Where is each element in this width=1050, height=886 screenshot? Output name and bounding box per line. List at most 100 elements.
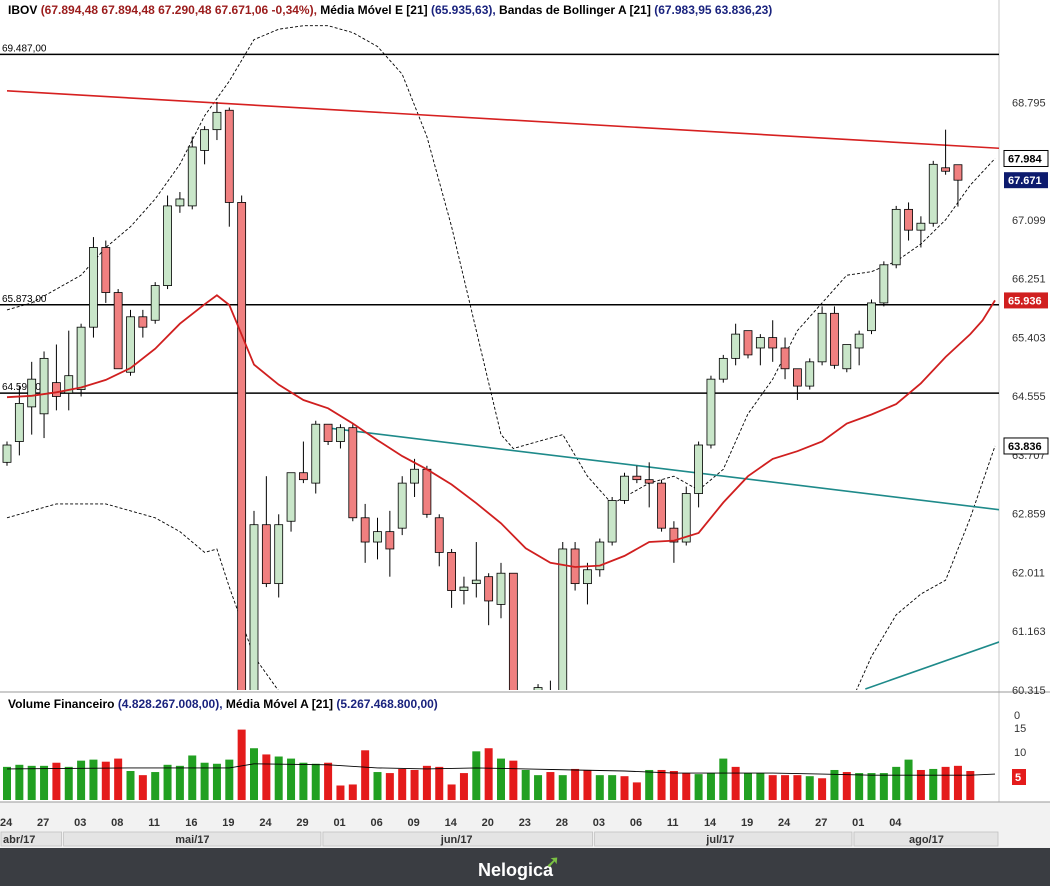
volume-bar-down (682, 773, 691, 800)
volume-bar-down (484, 748, 493, 800)
volume-bar-up (64, 766, 73, 800)
candle-down (484, 576, 494, 602)
day-tick-label: 27 (37, 817, 49, 829)
volume-bar-down (138, 775, 147, 800)
volume-bar-up (744, 773, 752, 800)
day-tick-label: 14 (704, 817, 717, 829)
current-value-label: 67.671 (1008, 175, 1042, 187)
volume-bar-up (299, 762, 308, 800)
brand-mark-icon: ➚ (546, 854, 560, 871)
candle-down (508, 572, 518, 690)
volume-bar-down (793, 775, 802, 800)
day-tick-label: 08 (111, 817, 123, 829)
day-tick-label: 24 (0, 817, 13, 829)
price-tick-label: 64.555 (1012, 391, 1046, 403)
volume-bar-down (620, 776, 629, 800)
candle-up (126, 316, 135, 373)
volume-bar-down (435, 766, 444, 800)
volume-bar-up (188, 755, 197, 800)
current-value-tag (1004, 172, 1048, 189)
day-tick-label: 27 (815, 817, 827, 829)
candle-down (780, 347, 790, 370)
ema21-line (6, 294, 996, 568)
volume-bar-up (77, 760, 86, 800)
horizontal-line-label: 69.487,00 (2, 43, 47, 54)
candle-up (854, 333, 864, 349)
price-tick-label: 62.859 (1012, 509, 1046, 521)
candle-up (620, 475, 629, 501)
volume-bar-down (916, 769, 925, 800)
day-tick-label: 20 (482, 817, 494, 829)
candle-down (657, 482, 666, 529)
candle-down (941, 167, 950, 172)
current-value-label: 67.984 (1008, 153, 1043, 165)
volume-bar-up (40, 765, 49, 800)
month-band (63, 831, 322, 847)
month-band (0, 831, 62, 847)
volume-bar-down (731, 766, 740, 800)
candle-up (891, 208, 901, 266)
candle-down (953, 164, 963, 181)
volume-bar-down (422, 765, 431, 800)
volume-bar-down (669, 771, 678, 800)
volume-bar-up (719, 758, 728, 800)
trendline-teal (325, 426, 999, 511)
volume-bar-down (398, 768, 407, 800)
day-tick-label: 01 (852, 817, 864, 829)
candle-up (39, 357, 49, 415)
volume-bar-up (287, 758, 296, 800)
day-tick-label: 04 (889, 817, 902, 829)
volume-bar-down (781, 775, 790, 800)
candle-down (904, 208, 913, 231)
candle-up (867, 302, 876, 332)
volume-bar-down (768, 775, 777, 800)
day-tick-label: 28 (556, 817, 568, 829)
candle-down (360, 517, 370, 543)
volume-bar-up (534, 775, 543, 800)
volume-bar-up (904, 759, 913, 800)
brand-logo-text: Nelogica (478, 860, 554, 880)
volume-bar-up (558, 775, 567, 800)
volume-bar-up (595, 775, 604, 800)
candle-up (817, 312, 827, 363)
day-tick-label: 16 (185, 817, 197, 829)
volume-bar-up (250, 748, 258, 800)
candle-up (27, 378, 37, 408)
volume-current-tag (1012, 769, 1026, 785)
current-value-label: 65.936 (1008, 295, 1042, 307)
volume-bar-up (89, 759, 98, 800)
candle-up (694, 444, 703, 494)
horizontal-line-label: 64.599,00 (2, 382, 47, 393)
horizontal-line-label: 65.873,00 (2, 294, 47, 305)
day-tick-label: 14 (445, 817, 458, 829)
volume-bar-down (348, 784, 357, 800)
volume-bar-up (15, 764, 24, 800)
candle-up (916, 222, 926, 231)
volume-bar-up (472, 751, 481, 800)
volume-bar-up (867, 773, 876, 800)
candle-up (163, 205, 172, 286)
price-pane: 69.487,00 65.873,00 64.599,00 (0, 25, 999, 719)
bollinger-value: (67.983,95 63.836,23) (654, 3, 773, 17)
volume-bar-down (818, 778, 827, 800)
bollinger-label: Bandas de Bollinger A [21] (499, 3, 651, 17)
candle-down (323, 423, 333, 442)
day-tick-label: 06 (630, 817, 642, 829)
volume-bar-up (855, 773, 864, 800)
candle-up (150, 285, 160, 321)
month-tick-label: jul/17 (705, 834, 734, 846)
candle-up (459, 586, 469, 591)
volume-bar-up (311, 763, 320, 800)
candle-up (522, 705, 530, 719)
candle-up (681, 493, 691, 543)
day-tick-label: 11 (667, 817, 679, 829)
volume-bar-down (632, 782, 641, 800)
volume-value: (4.828.267.008,00), (117, 697, 223, 711)
day-tick-label: 24 (778, 817, 791, 829)
trendline-teal (865, 641, 999, 690)
volume-bar-down (385, 773, 394, 800)
volume-bar-down (953, 765, 962, 800)
volume-bar-up (126, 771, 135, 800)
ticker-label: IBOV (8, 3, 38, 17)
